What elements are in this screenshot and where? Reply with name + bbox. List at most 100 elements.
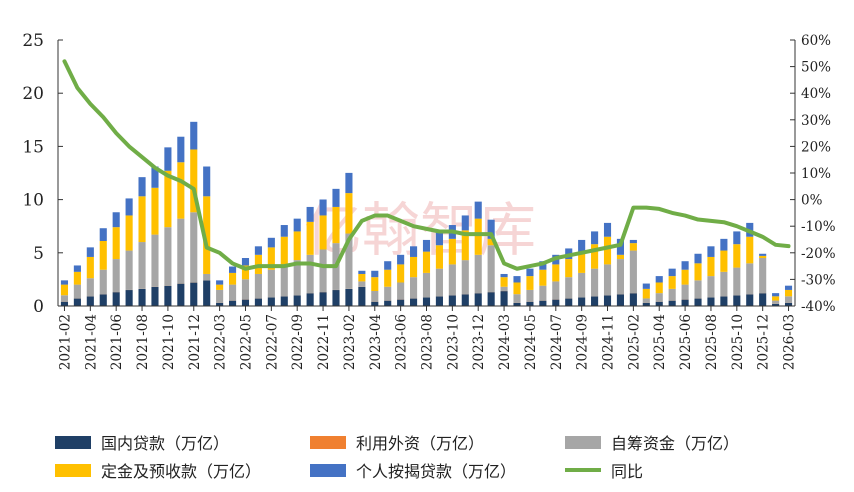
x-tick-label: 2023-02 (342, 314, 358, 370)
bar-segment (681, 299, 689, 306)
axes-group: 0 5 10 15 20 25 -40% -30% -20% -10% 0% 10% 20% 30% 40%… (22, 31, 835, 370)
bar-segment (254, 246, 262, 255)
bar-segment (565, 259, 573, 278)
bar-segment (448, 264, 456, 296)
bar-segment (112, 212, 120, 228)
bar-segment (306, 293, 314, 306)
bar-segment (487, 238, 495, 246)
bar-segment (435, 296, 443, 306)
bar-segment (267, 269, 275, 298)
legend-swatch-line (565, 468, 601, 472)
bar-segment (474, 201, 482, 219)
bar-segment (422, 239, 431, 252)
bar-segment (293, 218, 301, 232)
bar-segment (707, 276, 715, 298)
bar-segment (151, 286, 159, 306)
legend-label: 同比 (611, 462, 644, 481)
x-tick-label: 2025-12 (756, 314, 772, 370)
legend-label: 个人按揭贷款（万亿） (356, 462, 517, 481)
y2-tick-label: 60% (801, 33, 831, 49)
bar-segment (177, 136, 185, 163)
bar-segment (125, 250, 133, 290)
legend-swatch (310, 463, 346, 477)
bar-segment (435, 245, 443, 269)
bar-segment (241, 258, 250, 266)
bar-segment (358, 281, 366, 287)
bar-segment (500, 291, 508, 306)
bar-segment (267, 247, 275, 270)
bar-segment (526, 289, 534, 302)
x-tick-label: 2025-10 (730, 314, 746, 370)
bar-segment (487, 219, 495, 239)
bar-segment (267, 237, 275, 248)
bar-segment (474, 254, 482, 294)
bar-segment (293, 260, 301, 296)
y-tick-label: 10 (22, 191, 44, 211)
bar-segment (655, 282, 663, 294)
x-tick-label: 2021-02 (57, 314, 73, 370)
bar-segment (151, 166, 159, 188)
bar-segment (384, 300, 392, 306)
bar-segment (448, 238, 456, 265)
bar-segment (629, 239, 637, 244)
bar-segment (733, 244, 741, 268)
bar-segment (190, 282, 198, 306)
bar-segment (293, 295, 301, 306)
bar-segment (125, 290, 133, 306)
bar-segment (358, 270, 366, 274)
x-tick-label: 2021-08 (135, 314, 151, 370)
bar-segment (759, 258, 767, 294)
bar-segment (203, 166, 211, 197)
bar-segment (371, 301, 379, 306)
bar-segment (332, 290, 340, 306)
bar-segment (216, 284, 224, 290)
bar-segment (629, 250, 637, 294)
bar-segment (229, 272, 237, 285)
bar-segment (345, 233, 353, 289)
x-tick-label: 2022-03 (213, 314, 229, 370)
bar-segment (759, 255, 767, 259)
bar-segment (655, 301, 663, 306)
bar-segment (435, 232, 443, 246)
bar-segment (73, 284, 81, 299)
bar-segment (203, 273, 211, 281)
x-tick-label: 2021-12 (187, 314, 203, 370)
x-tick-label: 2025-08 (704, 314, 720, 370)
bar-segment (203, 280, 211, 306)
x-tick-label: 2021-06 (109, 314, 125, 370)
bar-segment (746, 294, 754, 306)
bar-segment (668, 288, 676, 301)
x-tick-label: 2024-03 (497, 314, 513, 370)
bar-segment (73, 271, 81, 285)
bar-segment (358, 273, 366, 282)
bar-segment (694, 263, 702, 281)
bar-segment (112, 259, 120, 293)
bar-segment (138, 288, 146, 306)
bar-segment (461, 294, 469, 306)
bar-segment (99, 269, 107, 295)
legend-label: 利用外资（万亿） (356, 434, 485, 453)
bar-segment (513, 282, 521, 295)
bar-segment (345, 288, 353, 306)
stacked-bar-line-chart: 亿翰智库 0510152025-40%-30%-20%-10%0%10%20%3… (22, 31, 835, 370)
bar-segment (642, 298, 650, 303)
legend-label: 自筹资金（万亿） (611, 434, 740, 453)
legend-swatch (310, 435, 346, 449)
bar-segment (319, 249, 327, 293)
bar-segment (319, 292, 327, 306)
bar-segment (164, 227, 172, 286)
bar-segment (655, 293, 663, 302)
bar-segment (591, 244, 599, 269)
bar-segment (500, 286, 508, 291)
bar-segment (410, 277, 418, 299)
bar-segment (681, 284, 689, 300)
bar-segment (629, 293, 637, 306)
x-tick-label: 2022-05 (238, 314, 254, 370)
bar-segment (60, 295, 69, 302)
bar-segment (707, 256, 715, 277)
x-tick-label: 2026-03 (782, 314, 798, 370)
bar-segment (603, 222, 612, 237)
bar-segment (60, 284, 69, 296)
bar-segment (591, 268, 599, 297)
